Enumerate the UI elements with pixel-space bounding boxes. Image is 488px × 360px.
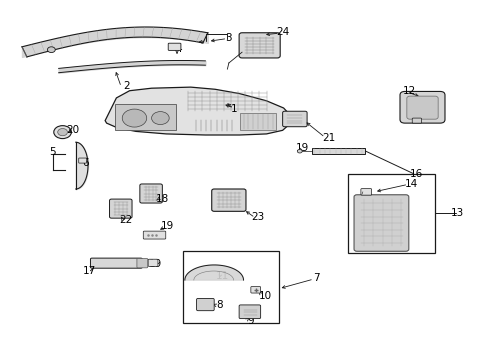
Text: 2: 2 — [122, 81, 129, 91]
FancyBboxPatch shape — [282, 111, 306, 127]
FancyBboxPatch shape — [406, 96, 437, 119]
Text: 1: 1 — [230, 104, 237, 114]
Text: 24: 24 — [275, 27, 289, 37]
FancyBboxPatch shape — [109, 199, 132, 218]
FancyBboxPatch shape — [411, 118, 421, 123]
Text: 6: 6 — [82, 158, 89, 168]
FancyBboxPatch shape — [140, 184, 162, 203]
Text: 9: 9 — [246, 316, 253, 326]
Bar — [115, 104, 176, 130]
Text: 12: 12 — [402, 86, 416, 96]
Text: 5: 5 — [49, 147, 56, 157]
FancyBboxPatch shape — [239, 33, 280, 58]
Text: 7: 7 — [313, 273, 320, 283]
FancyBboxPatch shape — [196, 298, 214, 311]
Text: 14: 14 — [404, 179, 418, 189]
Bar — [183, 251, 278, 323]
Polygon shape — [105, 87, 290, 135]
Circle shape — [54, 126, 71, 139]
FancyBboxPatch shape — [239, 305, 260, 319]
FancyBboxPatch shape — [90, 258, 142, 268]
FancyBboxPatch shape — [211, 189, 245, 211]
Text: 22: 22 — [119, 215, 133, 225]
Text: 3: 3 — [225, 33, 232, 43]
FancyBboxPatch shape — [360, 189, 371, 195]
Text: 19: 19 — [160, 221, 174, 231]
FancyBboxPatch shape — [143, 231, 165, 239]
Text: 20: 20 — [66, 125, 79, 135]
FancyBboxPatch shape — [148, 259, 158, 266]
Text: 13: 13 — [449, 208, 463, 218]
Circle shape — [47, 47, 55, 53]
Text: 4: 4 — [175, 44, 182, 54]
Text: 19: 19 — [148, 258, 162, 269]
FancyBboxPatch shape — [79, 158, 86, 163]
Text: 18: 18 — [155, 194, 169, 204]
Text: 19: 19 — [295, 143, 308, 153]
Polygon shape — [184, 265, 243, 280]
Bar — [347, 174, 434, 253]
Circle shape — [151, 112, 169, 125]
FancyBboxPatch shape — [353, 195, 408, 251]
Text: 8: 8 — [215, 300, 222, 310]
Text: 16: 16 — [409, 168, 423, 179]
Text: 17: 17 — [82, 266, 96, 276]
FancyBboxPatch shape — [399, 91, 444, 123]
Circle shape — [122, 109, 146, 127]
Circle shape — [297, 149, 302, 153]
Text: 21: 21 — [321, 132, 335, 143]
Text: 23: 23 — [251, 212, 264, 222]
Text: 15: 15 — [378, 222, 391, 233]
FancyBboxPatch shape — [168, 43, 181, 50]
FancyBboxPatch shape — [250, 287, 260, 293]
FancyBboxPatch shape — [137, 258, 147, 268]
Bar — [311, 148, 364, 154]
Text: 10: 10 — [258, 291, 271, 301]
Circle shape — [58, 129, 67, 136]
Text: 11: 11 — [215, 271, 229, 282]
Bar — [239, 113, 276, 130]
